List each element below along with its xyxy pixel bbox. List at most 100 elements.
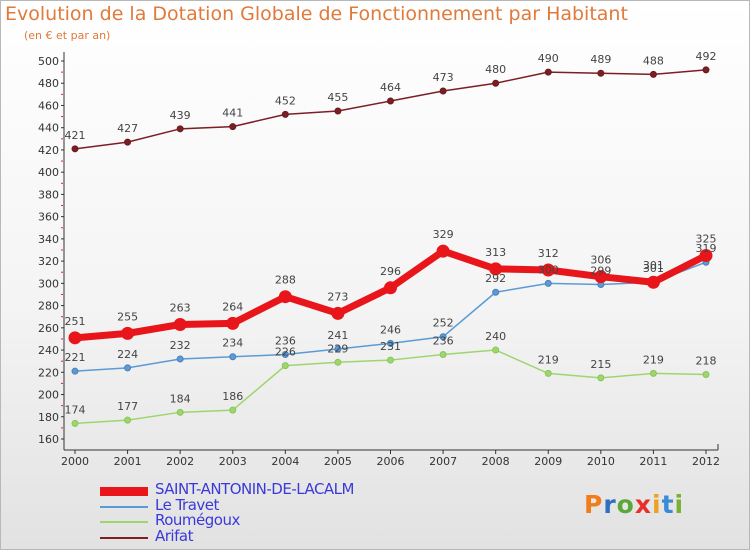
data-point [226,316,240,330]
data-point [176,355,184,363]
data-label: 255 [117,310,138,323]
data-label: 306 [590,254,611,267]
x-tick-label: 2005 [324,455,352,468]
data-label: 234 [222,337,243,350]
y-tick-label: 280 [38,300,59,313]
y-tick-label: 300 [38,277,59,290]
data-label: 236 [433,335,454,348]
data-label: 273 [327,290,348,303]
data-label: 300 [538,263,559,276]
data-label: 219 [538,353,559,366]
data-label: 263 [170,301,191,314]
x-tick-label: 2009 [534,455,562,468]
data-point [544,369,552,377]
data-point [489,262,503,276]
data-point [387,97,394,105]
data-point [281,110,289,118]
data-point [281,362,289,370]
y-tick-label: 180 [38,411,59,424]
data-label: 455 [327,91,348,104]
y-tick-label: 240 [38,344,59,357]
data-label: 232 [170,339,191,352]
logo-letter: i [652,490,662,519]
data-label: 299 [590,264,611,277]
y-tick-label: 480 [38,77,59,90]
data-point [699,249,713,263]
x-tick-label: 2006 [377,455,405,468]
chart-subtitle: (en € et par an) [24,29,111,42]
data-point [281,351,289,359]
data-point [229,406,237,414]
data-label: 224 [117,348,138,361]
data-label: 325 [696,233,717,246]
y-tick-label: 320 [38,255,59,268]
data-point [439,333,447,341]
data-point [334,345,342,353]
y-tick-label: 260 [38,322,59,335]
x-tick-label: 2002 [166,455,194,468]
data-label: 231 [380,340,401,353]
y-tick-label: 160 [38,433,59,446]
data-point [597,374,605,382]
data-point [387,339,394,347]
x-tick-label: 2001 [114,455,142,468]
data-label: 241 [327,329,348,342]
x-tick-label: 2004 [271,455,299,468]
data-label: 296 [380,265,401,278]
data-label: 292 [485,272,506,285]
data-label: 490 [538,52,559,65]
y-tick-label: 340 [38,233,59,246]
logo-letter: P [584,490,604,519]
logo-letter: t [661,490,675,519]
data-label: 174 [65,403,86,416]
x-tick-label: 2003 [219,455,247,468]
data-label: 186 [222,390,243,403]
x-tick-label: 2008 [482,455,510,468]
y-tick-label: 400 [38,166,59,179]
x-tick-label: 2007 [429,455,457,468]
data-point [492,288,500,296]
data-label: 329 [433,228,454,241]
data-point [436,244,450,258]
data-label: 439 [170,109,191,122]
y-tick-label: 360 [38,211,59,224]
data-label: 452 [275,94,296,107]
data-label: 427 [117,122,138,135]
legend-swatch [100,521,148,523]
data-point [544,68,552,76]
data-label: 226 [275,346,296,359]
logo-letter: r [603,490,617,519]
chart-title: Evolution de la Dotation Globale de Fonc… [5,3,628,25]
data-point [68,331,82,345]
data-label: 246 [380,323,401,336]
data-point [229,353,237,361]
data-point [71,419,79,427]
data-point [702,66,710,74]
data-label: 301 [643,262,664,275]
logo-letter: i [674,490,685,519]
data-point [229,123,237,131]
data-point [334,107,342,115]
y-tick-label: 220 [38,366,59,379]
data-label: 215 [590,358,611,371]
data-label: 488 [643,54,664,67]
data-label: 473 [433,71,454,84]
data-label: 264 [222,300,243,313]
x-tick-label: 2011 [639,455,667,468]
data-point [334,358,342,366]
data-label: 480 [485,63,506,76]
logo-letter: o [616,490,635,519]
data-label: 313 [485,246,506,259]
data-label: 312 [538,247,559,260]
data-point [176,125,184,133]
data-label: 184 [170,392,191,405]
legend-label: Roumégoux [155,511,240,529]
data-point [384,281,397,295]
data-label: 252 [433,317,454,330]
data-point [597,69,605,77]
y-tick-label: 380 [38,188,59,201]
data-point [331,306,345,320]
data-point [124,416,132,424]
